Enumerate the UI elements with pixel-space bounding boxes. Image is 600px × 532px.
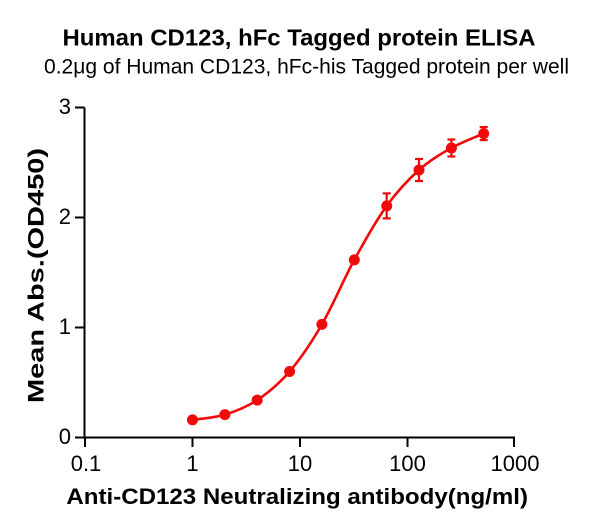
svg-text:1: 1	[59, 314, 71, 339]
svg-text:0.1: 0.1	[71, 451, 102, 476]
svg-text:1000: 1000	[491, 451, 540, 476]
svg-text:Mean Abs.(OD450): Mean Abs.(OD450)	[24, 148, 49, 403]
svg-text:0: 0	[59, 424, 71, 449]
svg-text:3: 3	[59, 94, 71, 119]
svg-text:Anti-CD123 Neutralizing antibo: Anti-CD123 Neutralizing antibody(ng/ml)	[66, 484, 528, 509]
svg-text:1: 1	[186, 451, 198, 476]
svg-text:Human CD123, hFc Tagged prote: Human CD123, hFc Tagged protein ELISA	[63, 24, 536, 50]
svg-text:10: 10	[288, 451, 312, 476]
svg-text:100: 100	[389, 451, 426, 476]
svg-text:0.2μg of Human CD123, hFc-his: 0.2μg of Human CD123, hFc-his Tagged pro…	[44, 54, 569, 78]
svg-text:2: 2	[59, 204, 71, 229]
